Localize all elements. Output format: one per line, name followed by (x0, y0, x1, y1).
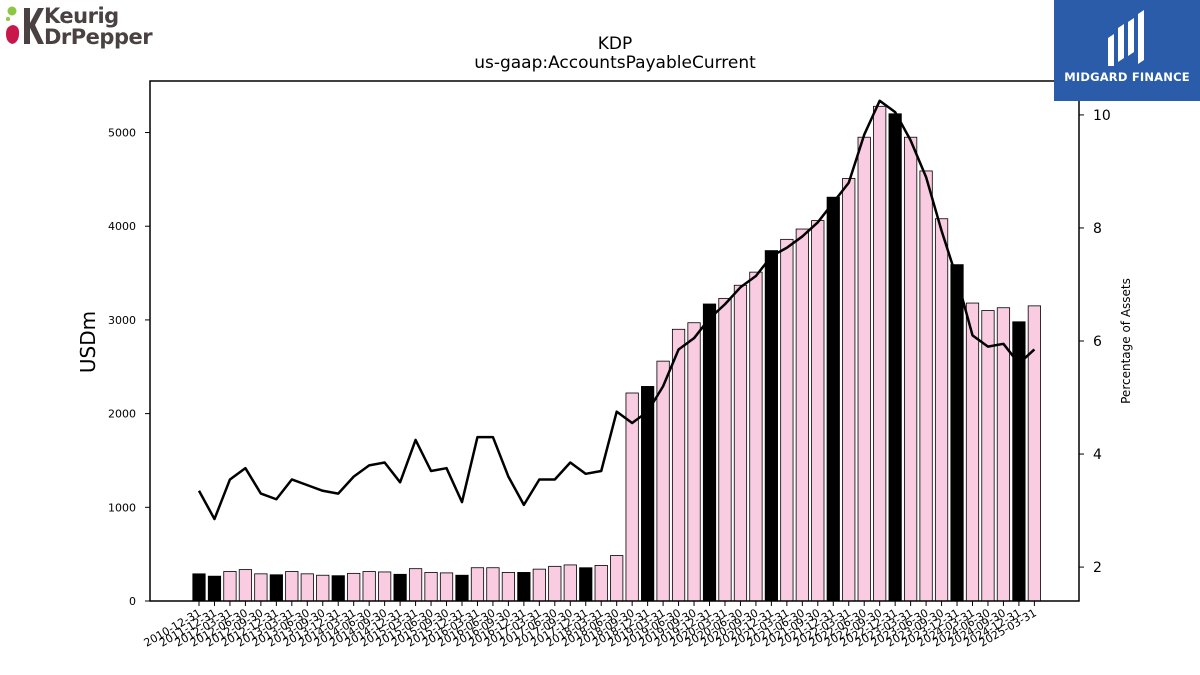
bar-2015-03-31 (408, 568, 423, 602)
bar-2020-03-31 (718, 297, 732, 602)
bar-2019-06-30 (671, 328, 686, 602)
bar-2018-12-31 (641, 386, 655, 602)
x-axis-ticks: 2010-12-312011-12-312012-03-312012-06-30… (142, 601, 1039, 650)
bar-2021-12-31 (826, 196, 840, 602)
bar-2017-12-31 (579, 567, 593, 602)
bar-2021-03-31 (780, 238, 794, 602)
bar-2023-09-30 (934, 218, 949, 602)
midgard-finance-logo: MIDGARD FINANCE (1054, 0, 1200, 101)
logo-text-drpepper: DrPepper (44, 25, 153, 49)
chart-title: KDP (598, 34, 633, 54)
bar-group (192, 105, 1041, 602)
bar-2013-12-31 (331, 575, 345, 602)
bar-2013-03-31 (285, 571, 299, 602)
bar-2016-09-30 (501, 572, 516, 602)
bar-2020-09-30 (749, 271, 763, 602)
keurig-logo-icon (6, 6, 44, 44)
chart-subtitle: us-gaap:AccountsPayableCurrent (474, 53, 756, 73)
y2-tick-label: 8 (1093, 221, 1102, 237)
bar-2014-12-31 (393, 573, 407, 602)
bar-2022-03-31 (842, 178, 856, 602)
midgard-logo-icon (1108, 10, 1144, 66)
bar-2017-09-30 (563, 564, 577, 602)
percentage-of-assets-line (197, 99, 1036, 521)
y-axis-label: USDm (76, 311, 100, 373)
bar-2012-12-31 (269, 574, 283, 602)
bar-2015-06-30 (424, 572, 438, 602)
bar-2017-03-31 (532, 568, 546, 602)
bar-2023-12-31 (950, 264, 964, 602)
bar-2013-09-30 (316, 574, 330, 602)
midgard-finance-text: MIDGARD FINANCE (1064, 70, 1190, 84)
bar-2024-03-31 (965, 302, 980, 602)
y2-tick-label: 4 (1093, 447, 1102, 463)
bar-2021-06-30 (795, 228, 809, 602)
bar-2018-06-30 (610, 555, 624, 602)
y-tick-label: 0 (129, 595, 136, 608)
bar-2014-06-30 (362, 571, 376, 602)
bar-2018-03-31 (594, 565, 608, 602)
bar-2022-06-30 (857, 136, 871, 602)
bar-2020-06-30 (733, 284, 748, 602)
bar-2019-03-31 (656, 360, 670, 602)
bar-2012-06-30 (238, 569, 253, 602)
y-tick-label: 1000 (108, 501, 136, 514)
y2-tick-label: 10 (1093, 108, 1111, 124)
bar-2014-03-31 (347, 572, 361, 602)
bar-2019-12-31 (702, 303, 717, 602)
bar-2023-03-31 (904, 136, 918, 602)
y-tick-label: 2000 (108, 408, 136, 421)
bar-2010-12-31 (192, 573, 206, 602)
bar-2016-03-31 (470, 567, 485, 602)
bar-2024-09-30 (996, 307, 1011, 602)
right-axis-ticks: 2 4 6 8 10 (1079, 108, 1111, 576)
y-tick-label: 3000 (108, 314, 136, 327)
bar-2024-06-30 (981, 310, 995, 602)
y-tick-label: 5000 (108, 127, 136, 140)
y2-axis-label: Percentage of Assets (1119, 278, 1133, 404)
logo-text-keurig: Keurig (44, 4, 119, 28)
bar-2015-12-31 (455, 574, 469, 602)
y2-tick-label: 2 (1093, 560, 1102, 576)
bar-2014-09-30 (378, 571, 392, 602)
bar-2016-12-31 (517, 572, 531, 602)
bar-2013-06-30 (300, 573, 314, 602)
bar-2019-09-30 (687, 322, 701, 602)
bar-2011-12-31 (207, 575, 222, 602)
bar-2023-06-30 (919, 170, 933, 602)
bar-2012-03-31 (223, 571, 237, 602)
bar-2022-09-30 (873, 105, 887, 602)
y-tick-label: 4000 (108, 220, 136, 233)
bar-2012-09-30 (254, 573, 268, 602)
left-axis-ticks: 0 1000 2000 3000 4000 5000 (108, 127, 150, 608)
bar-2017-06-30 (548, 565, 562, 602)
bar-2021-09-30 (811, 220, 825, 602)
bar-2016-06-30 (486, 567, 500, 602)
y2-tick-label: 6 (1093, 334, 1102, 350)
keurig-dr-pepper-logo: Keurig DrPepper (4, 4, 164, 52)
bar-2020-12-31 (764, 250, 778, 602)
bar-2015-09-30 (439, 572, 454, 602)
bar-2022-12-31 (888, 113, 902, 602)
